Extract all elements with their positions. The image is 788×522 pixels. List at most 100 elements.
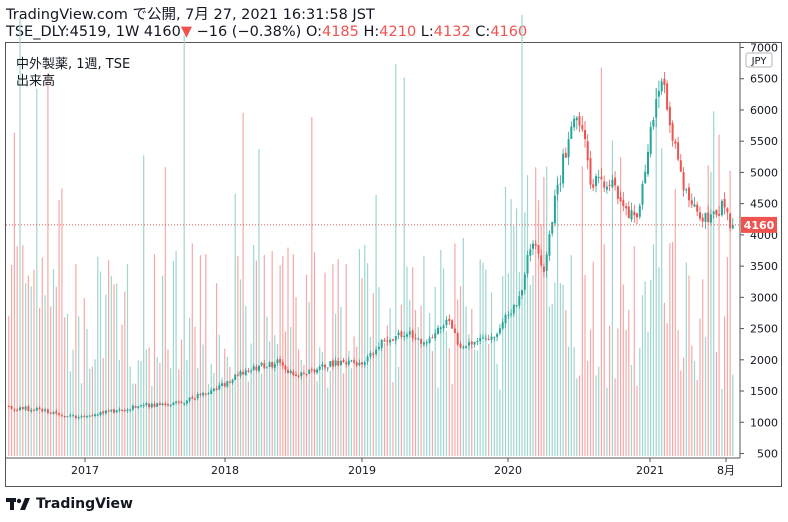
candle-body: [417, 338, 420, 340]
symbol-price: TSE_DLY:4519, 1W 4160: [6, 24, 181, 40]
candle-body: [337, 360, 340, 366]
volume-bar: [148, 347, 150, 456]
volume-bar: [39, 308, 41, 456]
volume-bar: [218, 334, 220, 456]
close-label: C:: [470, 24, 491, 40]
price-tick-label: 6000: [750, 104, 778, 117]
volume-bar: [75, 264, 77, 456]
candle-body: [260, 362, 263, 366]
volume-bar: [381, 340, 383, 456]
candle-body: [153, 404, 156, 407]
volume-bar: [13, 132, 15, 457]
candle-body: [383, 340, 386, 342]
candle-body: [339, 361, 342, 365]
volume-bar: [194, 326, 196, 456]
volume-bar: [162, 275, 164, 456]
candle-body: [297, 375, 300, 377]
candle-body: [13, 409, 16, 411]
candle-body: [131, 405, 134, 410]
time-tick-label: 2019: [348, 464, 376, 477]
candle-body: [586, 141, 589, 161]
candle-body: [83, 416, 86, 418]
candle-body: [487, 339, 490, 340]
volume-bar: [8, 315, 10, 456]
candle-body: [236, 374, 239, 376]
volume-bar: [319, 347, 321, 456]
volume-bar: [702, 279, 704, 456]
candle-body: [668, 107, 671, 126]
candle-body: [389, 339, 392, 343]
candle-body: [287, 370, 289, 373]
volume-bar: [532, 275, 534, 456]
candle-body: [104, 410, 107, 414]
candle-body: [72, 415, 75, 417]
volume-bar: [395, 64, 397, 456]
volume-bar: [153, 254, 156, 456]
volume-bar: [329, 370, 331, 456]
tradingview-logo[interactable]: TradingView: [6, 494, 133, 514]
volume-bar: [284, 331, 286, 456]
volume-bar: [167, 349, 169, 456]
candle-body: [723, 198, 726, 208]
candle-body: [318, 366, 321, 370]
volume-bar: [617, 328, 619, 456]
volume-bar: [595, 375, 597, 456]
time-tick-label: 2020: [494, 464, 522, 477]
volume-bar: [199, 255, 201, 456]
candle-body: [559, 183, 562, 185]
candle-body: [107, 410, 110, 412]
volume-bar: [124, 291, 126, 456]
volume-bar: [440, 250, 442, 456]
volume-bar: [693, 360, 696, 456]
candle-body: [523, 274, 526, 290]
volume-bar: [609, 325, 611, 456]
price-tick-label: 2000: [750, 354, 778, 367]
volume-bar: [183, 35, 185, 456]
volume-bar: [592, 261, 594, 456]
currency-badge[interactable]: [745, 52, 773, 68]
volume-bar: [589, 329, 592, 456]
volume-bar: [474, 349, 476, 456]
candle-body: [204, 393, 207, 395]
volume-bar: [242, 112, 244, 457]
candle-body: [24, 406, 27, 410]
volume-bar: [493, 338, 495, 456]
candle-body: [355, 362, 358, 366]
candle-body: [507, 314, 510, 316]
chart-frame[interactable]: [5, 42, 782, 487]
candle-body: [191, 397, 194, 399]
volume-bar: [348, 350, 350, 456]
candle-body: [369, 353, 372, 357]
volume-bar: [245, 306, 247, 456]
price-change: −16 (−0.38%): [191, 24, 306, 40]
open-label: O:: [305, 24, 322, 40]
candle-body: [250, 370, 253, 372]
volume-bar: [105, 294, 107, 456]
volume-bar: [178, 369, 180, 456]
candle-body: [316, 369, 319, 373]
candle-body: [674, 141, 677, 144]
volume-bar: [205, 254, 207, 456]
time-tick-label: 2018: [211, 464, 239, 477]
volume-bar: [573, 347, 575, 456]
candle-body: [134, 406, 137, 408]
candle-body: [80, 416, 83, 418]
candle-body: [228, 381, 231, 383]
volume-bar: [584, 274, 586, 456]
volume-bar: [224, 348, 226, 456]
candle-body: [188, 397, 191, 401]
candle-body: [652, 119, 655, 127]
candle-body: [482, 337, 484, 339]
volume-bar: [78, 316, 80, 456]
candle-body: [91, 415, 94, 417]
price-tick-label: 4500: [750, 198, 778, 211]
candle-body: [194, 398, 196, 400]
volume-bar: [603, 244, 605, 456]
volume-bar: [434, 286, 436, 456]
volume-bar: [186, 359, 188, 456]
candle-body: [324, 364, 326, 368]
candle-body: [63, 416, 66, 417]
volume-bar: [445, 331, 447, 456]
close-value: 4160: [490, 24, 528, 40]
